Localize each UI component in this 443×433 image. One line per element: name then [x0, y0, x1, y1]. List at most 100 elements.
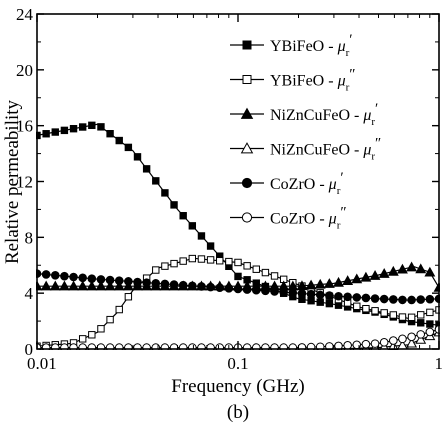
legend-sub: r — [337, 185, 341, 197]
legend-prime: ′ — [375, 101, 378, 117]
data-point — [106, 129, 114, 138]
legend-sub: r — [346, 47, 350, 59]
y-tick-label: 4 — [25, 284, 34, 303]
data-point — [169, 280, 179, 289]
data-point — [406, 337, 418, 348]
legend-prime: ′ — [349, 32, 352, 48]
data-point — [179, 257, 187, 265]
data-point — [362, 305, 370, 313]
data-point — [49, 280, 61, 291]
data-point — [233, 284, 243, 294]
legend-material: CoZrO - — [270, 211, 329, 228]
data-point — [288, 288, 298, 298]
y-tick-label: 16 — [16, 117, 33, 136]
data-point — [124, 293, 133, 301]
data-point — [387, 265, 399, 276]
data-point — [88, 331, 96, 339]
legend-mu: μ — [362, 142, 371, 159]
legend-sub: r — [346, 82, 350, 94]
legend-item: NiZnCuFeO - μr′ — [230, 101, 378, 128]
data-point — [270, 343, 279, 350]
legend-mu: μ — [337, 38, 346, 55]
data-point — [379, 294, 389, 304]
data-point — [370, 294, 380, 303]
data-point — [133, 277, 142, 287]
data-point — [86, 280, 98, 291]
data-point — [407, 332, 416, 342]
data-point — [69, 124, 78, 133]
data-point — [252, 265, 260, 273]
data-point — [160, 279, 170, 289]
legend-prime: ′ — [340, 170, 343, 186]
legend-prime: ″ — [349, 67, 355, 83]
data-point — [42, 130, 50, 138]
data-point — [279, 287, 288, 297]
legend-sub: r — [371, 151, 375, 163]
data-point — [60, 271, 69, 281]
legend-prime: ″ — [375, 136, 381, 152]
data-point — [216, 257, 224, 265]
data-point — [113, 280, 125, 291]
data-point — [288, 343, 298, 350]
data-point — [307, 297, 315, 305]
data-point — [314, 278, 326, 289]
data-point — [104, 280, 116, 291]
data-point — [353, 302, 361, 310]
legend-material: CoZrO - — [270, 176, 329, 193]
data-point — [179, 212, 187, 220]
legend-label: NiZnCuFeO - μr′ — [270, 101, 378, 128]
data-point — [352, 293, 362, 302]
data-point — [325, 291, 334, 300]
legend-label: CoZrO - μr″ — [270, 205, 347, 232]
legend-material: YBiFeO - — [270, 73, 338, 90]
data-point — [206, 256, 215, 264]
data-point — [415, 263, 427, 274]
data-point — [60, 126, 69, 135]
data-point — [50, 271, 60, 280]
data-point — [361, 293, 371, 303]
legend-mu: μ — [362, 107, 371, 124]
data-point — [97, 325, 105, 333]
figure-caption: (b) — [227, 402, 249, 423]
legend-material: YBiFeO - — [270, 38, 338, 55]
data-point — [426, 320, 434, 328]
data-point — [78, 343, 87, 350]
data-point — [297, 289, 307, 298]
data-point — [389, 336, 398, 345]
data-point — [334, 291, 343, 301]
data-point — [114, 343, 124, 350]
legend-item: CoZrO - μr′ — [230, 170, 344, 197]
data-point — [316, 298, 324, 306]
data-point — [51, 128, 59, 136]
data-point — [279, 343, 288, 350]
data-point — [206, 242, 215, 250]
data-point — [151, 278, 161, 288]
y-axis-title: Relative permeability — [2, 99, 23, 264]
data-point — [351, 273, 363, 284]
data-point — [261, 268, 270, 277]
data-point — [251, 343, 261, 350]
legend-item: YBiFeO - μr″ — [230, 67, 356, 94]
data-point — [114, 276, 124, 286]
data-point — [406, 261, 418, 272]
data-point — [170, 201, 178, 209]
x-tick-label: 0.1 — [227, 354, 248, 373]
data-point — [261, 286, 270, 296]
data-point — [261, 343, 270, 350]
data-point — [251, 285, 261, 295]
legend-marker — [241, 177, 253, 189]
legend-marker — [240, 142, 254, 154]
x-tick-label: 1 — [435, 354, 443, 373]
data-point — [78, 335, 87, 343]
data-point — [234, 272, 242, 281]
data-point — [425, 327, 435, 337]
data-point — [40, 280, 52, 291]
data-point — [124, 343, 133, 350]
data-point — [188, 281, 197, 291]
data-point — [142, 165, 151, 173]
data-point — [325, 299, 334, 308]
data-point — [105, 343, 115, 350]
data-point — [206, 343, 215, 350]
y-tick-label: 20 — [16, 61, 33, 80]
series-1 — [36, 254, 440, 350]
